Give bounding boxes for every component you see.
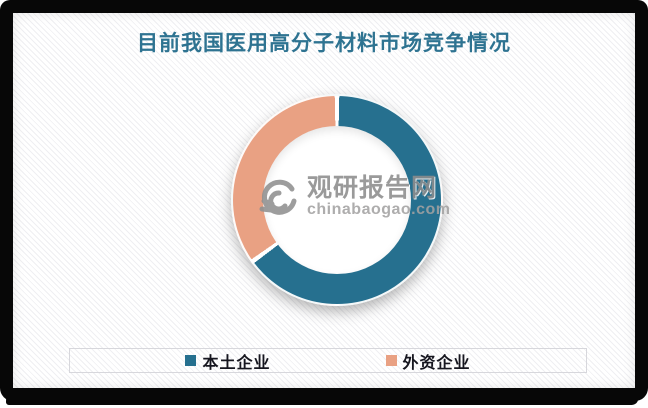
legend-swatch-domestic	[185, 355, 197, 366]
watermark: 观研报告网 chinabaogao.com	[258, 171, 451, 223]
legend-label-foreign: 外资企业	[402, 354, 471, 372]
watermark-text: 观研报告网 chinabaogao.com	[307, 175, 451, 219]
watermark-site-name: 观研报告网	[307, 173, 438, 202]
legend-item-foreign: 外资企业	[385, 349, 471, 373]
legend-swatch-foreign	[385, 355, 397, 366]
watermark-logo-icon	[259, 179, 297, 215]
legend: 本土企业 外资企业	[69, 348, 587, 373]
donut-chart	[231, 94, 443, 306]
legend-item-domestic: 本土企业	[185, 349, 270, 373]
donut-hole	[263, 126, 411, 274]
chart-area: 目前我国医用高分子材料市场竞争情况 观研报告网 chinabaogao.com	[13, 13, 635, 388]
legend-label-domestic: 本土企业	[202, 354, 271, 372]
watermark-site-url: chinabaogao.com	[307, 201, 451, 219]
chart-title: 目前我国医用高分子材料市场竞争情况	[137, 32, 511, 55]
